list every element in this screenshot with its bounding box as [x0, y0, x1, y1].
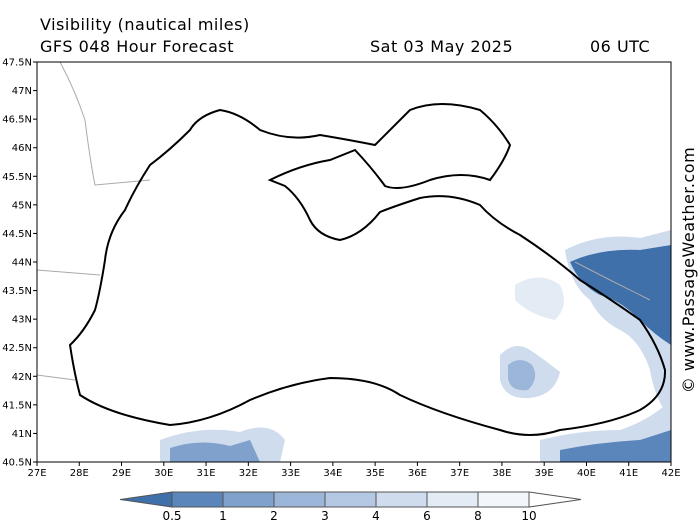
- coastline: [68, 103, 667, 436]
- lat-label: 43.5N: [2, 286, 32, 297]
- lat-label: 44N: [12, 258, 32, 269]
- lon-label: 39E: [535, 468, 554, 479]
- model: GFS 048 Hour Forecast: [40, 37, 234, 56]
- colorbar-end: [119, 491, 173, 508]
- lat-label: 45N: [12, 200, 32, 211]
- lon-label: 35E: [366, 468, 385, 479]
- lon-label: 37E: [450, 468, 469, 479]
- lat-label: 47.5N: [2, 58, 32, 69]
- colorbar-label: 10: [521, 509, 536, 523]
- colorbar-label: 2: [270, 509, 278, 523]
- time: 06 UTC: [590, 37, 650, 56]
- title: Visibility (nautical miles): [40, 15, 250, 34]
- lon-label: 40E: [577, 468, 596, 479]
- lat-label: 41N: [12, 429, 32, 440]
- lat-label: 46.5N: [2, 115, 32, 126]
- lon-label: 38E: [492, 468, 511, 479]
- borders: [36, 61, 651, 381]
- colorbar-segment: [171, 491, 224, 508]
- lon-label: 42E: [661, 468, 680, 479]
- colorbar-label: 8: [474, 509, 482, 523]
- lon-label: 32E: [239, 468, 258, 479]
- colorbar-segment: [273, 491, 326, 508]
- colorbar-segment: [222, 491, 275, 508]
- lat-label: 40.5N: [2, 458, 32, 469]
- watermark: © www.PassageWeather.com: [679, 147, 698, 393]
- lat-label: 47N: [12, 86, 32, 97]
- lat-label: 42.5N: [2, 343, 32, 354]
- lat-label: 44.5N: [2, 229, 32, 240]
- lon-label: 28E: [70, 468, 89, 479]
- visibility-field: [160, 230, 671, 462]
- colorbar-label: 0.5: [162, 509, 181, 523]
- lon-label: 30E: [154, 468, 173, 479]
- lat-label: 45.5N: [2, 172, 32, 183]
- lon-label: 27E: [27, 468, 46, 479]
- colorbar-label: 1: [219, 509, 227, 523]
- lon-label: 31E: [197, 468, 216, 479]
- lon-label: 41E: [619, 468, 638, 479]
- colorbar-label: 6: [423, 509, 431, 523]
- colorbar-segment: [375, 491, 428, 508]
- colorbar-segment: [324, 491, 377, 508]
- lon-label: 34E: [323, 468, 342, 479]
- colorbar: 0.5 1 2 3 4 6 8 10: [119, 491, 582, 523]
- lon-label: 36E: [408, 468, 427, 479]
- lon-label: 29E: [112, 468, 131, 479]
- colorbar-label: 3: [321, 509, 329, 523]
- lat-label: 41.5N: [2, 400, 32, 411]
- colorbar-segment: [477, 491, 530, 508]
- lon-label: 33E: [281, 468, 300, 479]
- lat-label: 43N: [12, 315, 32, 326]
- lat-label: 46N: [12, 143, 32, 154]
- colorbar-label: 4: [372, 509, 380, 523]
- date: Sat 03 May 2025: [370, 37, 513, 56]
- colorbar-segment: [426, 491, 479, 508]
- colorbar-end: [528, 491, 582, 508]
- lat-label: 42N: [12, 372, 32, 383]
